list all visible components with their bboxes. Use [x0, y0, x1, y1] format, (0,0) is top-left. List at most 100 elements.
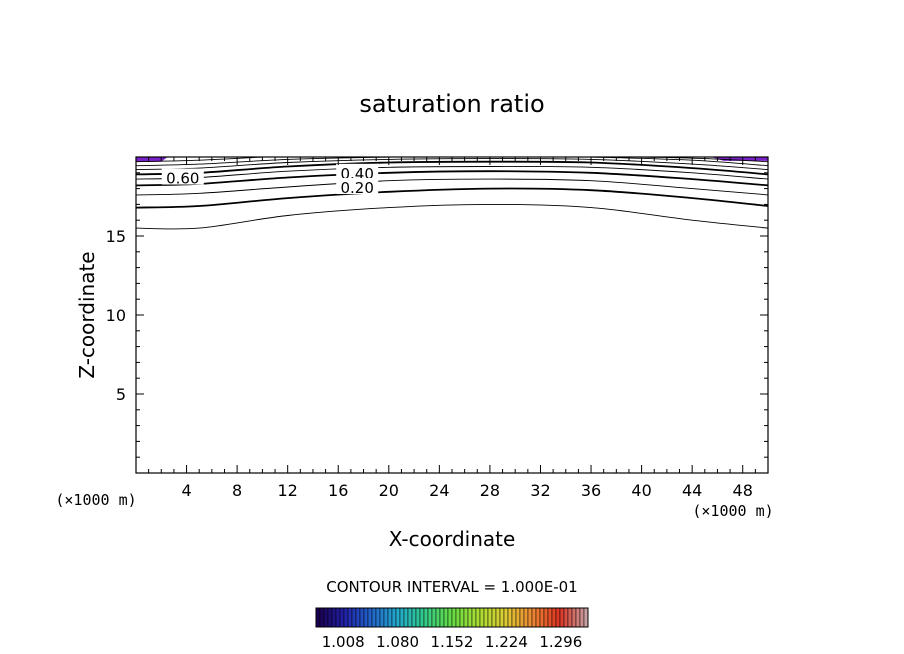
colorbar-cell — [363, 607, 369, 628]
x-tick-label: 12 — [278, 481, 298, 500]
colorbar-cell — [367, 607, 373, 628]
colorbar-cell — [515, 607, 521, 628]
y-tick-label: 5 — [116, 385, 126, 404]
colorbar-cell — [315, 607, 321, 628]
shaded-region-0 — [136, 157, 168, 162]
colorbar-tick-label: 1.152 — [431, 633, 474, 651]
colorbar-cell — [539, 607, 545, 628]
contour-label-bg — [336, 163, 379, 180]
colorbar-cell — [551, 607, 557, 628]
colorbar-cell — [459, 607, 465, 628]
colorbar-tick-labels: 1.008 1.080 1.152 1.224 1.296 — [322, 633, 583, 651]
x-axis-label: X-coordinate — [389, 527, 516, 551]
colorbar-cell — [323, 607, 329, 628]
colorbar-cell — [463, 607, 469, 628]
contour-label-bg — [161, 168, 204, 185]
colorbar-cell — [511, 607, 517, 628]
contour-line-3 — [135, 170, 769, 187]
contour-line-2 — [135, 178, 769, 196]
colorbar-cell — [427, 607, 433, 628]
colorbar-frame — [315, 607, 589, 628]
colorbar-cell — [371, 607, 377, 628]
y-tick-label: 15 — [106, 227, 126, 246]
contour-line-6 — [135, 158, 769, 171]
y-tick-label: 10 — [106, 306, 126, 325]
colorbar-cell — [439, 607, 445, 628]
colorbar-cell — [415, 607, 421, 628]
y-axis-label: Z-coordinate — [75, 251, 99, 378]
x-tick-label: 40 — [631, 481, 651, 500]
contour-line-5 — [135, 160, 769, 176]
colorbar-tick-label: 1.080 — [376, 633, 419, 651]
colorbar-cell — [407, 607, 413, 628]
colorbar-cell — [555, 607, 561, 628]
colorbar-cell — [571, 607, 577, 628]
colorbar-cell — [383, 607, 389, 628]
contour-line-0 — [135, 203, 769, 230]
colorbar-cell — [567, 607, 573, 628]
colorbar-cell — [499, 607, 505, 628]
contour-label: 0.60 — [166, 170, 199, 188]
colorbar-cell — [451, 607, 457, 628]
colorbar-cell — [375, 607, 381, 628]
x-tick-label: 16 — [328, 481, 348, 500]
colorbar-cell — [563, 607, 569, 628]
colorbar-cell — [347, 607, 353, 628]
contour-interval-text: CONTOUR INTERVAL = 1.000E-01 — [326, 578, 577, 596]
x-tick-label: 24 — [429, 481, 449, 500]
colorbar-cell — [355, 607, 361, 628]
colorbar-cell — [479, 607, 485, 628]
plot-frame — [135, 156, 769, 474]
colorbar-tick-label: 1.008 — [322, 633, 365, 651]
contour-line-1 — [135, 187, 769, 209]
x-tick-label: 44 — [682, 481, 702, 500]
x-tick-label: 8 — [232, 481, 242, 500]
colorbar-cell — [483, 607, 489, 628]
colorbar-cell — [507, 607, 513, 628]
colorbar-cell — [535, 607, 541, 628]
colorbar-cell — [491, 607, 497, 628]
colorbar-cell — [411, 607, 417, 628]
contour-lines — [135, 156, 769, 230]
colorbar-cell — [403, 607, 409, 628]
x-tick-label: 20 — [379, 481, 399, 500]
colorbar-cell — [455, 607, 461, 628]
colorbar-cell — [447, 607, 453, 628]
colorbar-cell — [351, 607, 357, 628]
colorbar-cell — [519, 607, 525, 628]
colorbar-tick-label: 1.224 — [485, 633, 528, 651]
colorbar-cell — [579, 607, 585, 628]
colorbar-cell — [359, 607, 365, 628]
colorbar-cell — [543, 607, 549, 628]
colorbar-cell — [547, 607, 553, 628]
x-tick-label: 32 — [530, 481, 550, 500]
colorbar-cell — [319, 607, 325, 628]
x-axis: 4 8 12 16 20 24 28 32 36 40 44 48 — [148, 157, 756, 500]
x-tick-label: 28 — [480, 481, 500, 500]
colorbar-cell — [419, 607, 425, 628]
y-axis: 5 10 15 — [106, 172, 768, 458]
colorbar-cell — [395, 607, 401, 628]
colorbar-cell — [331, 607, 337, 628]
x-unit-right: (×1000 m) — [692, 502, 773, 520]
colorbar-cell — [387, 607, 393, 628]
colorbar-cell — [467, 607, 473, 628]
colorbar-cell — [559, 607, 565, 628]
colorbar-cell — [379, 607, 385, 628]
colorbar-cell — [487, 607, 493, 628]
x-tick-label: 4 — [181, 481, 191, 500]
colorbar-cell — [575, 607, 581, 628]
colorbar-cell — [583, 607, 589, 628]
chart-title: saturation ratio — [359, 90, 544, 118]
colorbar-cell — [391, 607, 397, 628]
colorbar-cell — [399, 607, 405, 628]
colorbar-cell — [523, 607, 529, 628]
colorbar-cell — [475, 607, 481, 628]
colorbar-cell — [435, 607, 441, 628]
colorbar-tick-label: 1.296 — [539, 633, 582, 651]
contour-label-bg — [336, 178, 379, 195]
colorbar-cell — [443, 607, 449, 628]
colorbar-cell — [431, 607, 437, 628]
x-tick-label: 48 — [733, 481, 753, 500]
